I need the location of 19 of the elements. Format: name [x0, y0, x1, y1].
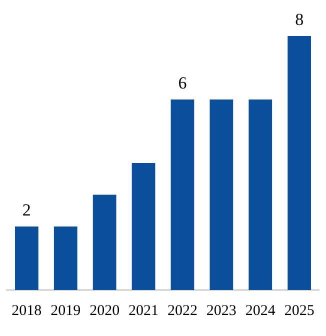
- bar: [14, 226, 38, 290]
- bar: [170, 100, 194, 290]
- data-label: 2: [22, 200, 31, 220]
- x-tick-label: 2024: [245, 302, 276, 319]
- bar: [54, 226, 78, 290]
- bar: [132, 163, 156, 290]
- x-tick-label: 2023: [206, 302, 236, 319]
- x-tick-label: 2022: [167, 302, 198, 319]
- x-tick-label: 2025: [284, 302, 314, 319]
- bar: [288, 36, 312, 290]
- bar: [210, 100, 234, 290]
- x-tick-label: 2018: [12, 302, 42, 319]
- bar: [248, 100, 272, 290]
- x-tick-label: 2019: [50, 302, 81, 319]
- bar: [92, 194, 116, 290]
- x-tick-label: 2020: [90, 302, 120, 319]
- data-label: 6: [178, 73, 187, 92]
- x-tick-label: 2021: [128, 302, 159, 319]
- data-label: 8: [295, 10, 304, 29]
